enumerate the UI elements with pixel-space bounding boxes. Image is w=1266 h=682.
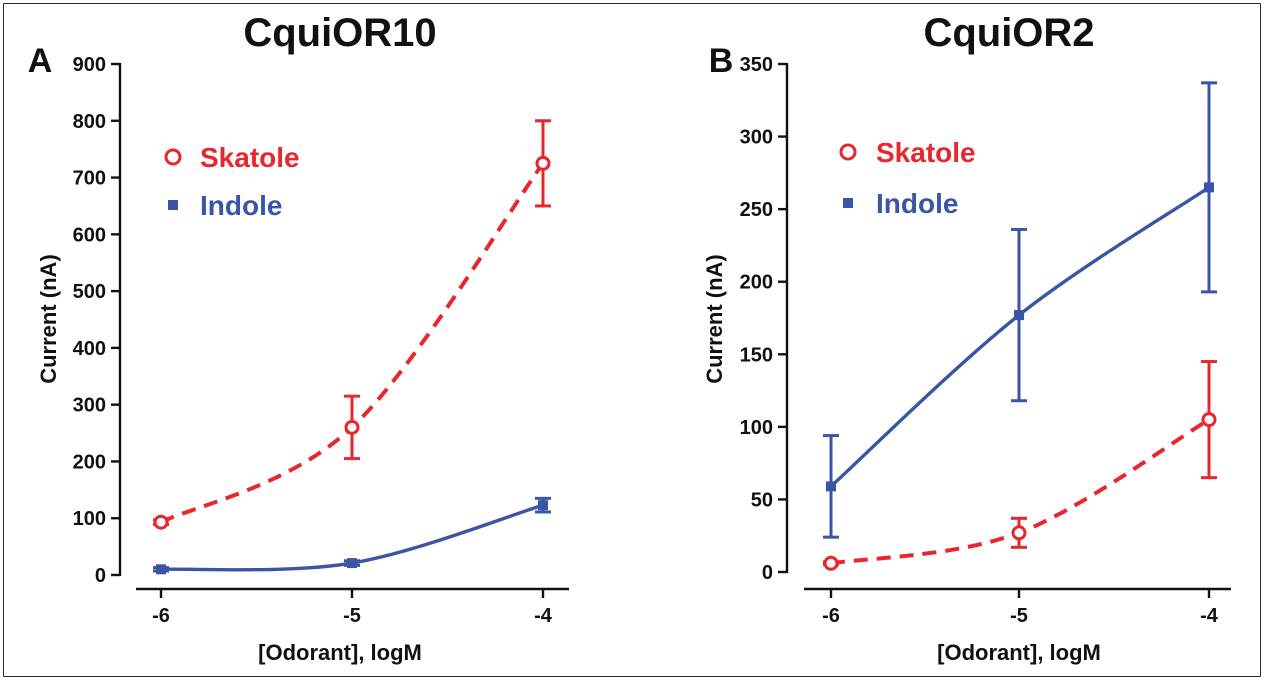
y-tick-label: 0 <box>95 565 106 587</box>
data-point <box>344 419 360 435</box>
chart-title: CquiOR2 <box>923 11 1094 55</box>
x-tick-label: -6 <box>152 605 170 627</box>
data-point <box>156 564 166 575</box>
y-tick-label: 400 <box>73 338 106 360</box>
legend-label: Indole <box>200 190 282 221</box>
legend-marker <box>839 143 857 161</box>
legend-label: Skatole <box>200 142 300 173</box>
data-point <box>1201 412 1217 428</box>
series-line <box>160 162 545 524</box>
y-tick-label: 300 <box>73 395 106 417</box>
y-tick-label: 100 <box>73 508 106 530</box>
data-point <box>153 514 169 530</box>
x-tick-label: -4 <box>1200 605 1219 627</box>
x-tick-label: -5 <box>1010 605 1028 627</box>
y-tick-label: 0 <box>762 562 773 584</box>
data-point <box>535 155 551 171</box>
series-skatole: Skatole <box>823 137 1217 571</box>
legend-label: Indole <box>876 188 958 219</box>
y-tick-label: 200 <box>73 451 106 473</box>
legend-marker <box>164 148 182 166</box>
data-point <box>826 481 836 492</box>
x-axis-title: [Odorant], logM <box>258 640 422 665</box>
y-tick-label: 250 <box>740 199 773 221</box>
data-point <box>823 555 839 571</box>
series-skatole: Skatole <box>153 119 551 530</box>
y-tick-label: 100 <box>740 417 773 439</box>
panel-letter: B <box>709 42 734 80</box>
y-axis-title: Current (nA) <box>36 254 61 384</box>
data-point <box>1011 525 1027 541</box>
panel-b: B CquiOR2 0 50 100 150 200 250 300 350 -6 -5 -4 Curre… <box>702 11 1231 665</box>
y-tick-label: 700 <box>73 168 106 190</box>
x-axis-title: [Odorant], logM <box>937 640 1101 665</box>
x-tick-label: -6 <box>822 605 840 627</box>
legend-label: Skatole <box>876 137 976 168</box>
chart-canvas: ACquiOR100100200300400500600700800900-6-… <box>28 11 1231 665</box>
data-point <box>1014 310 1024 321</box>
y-tick-label: 800 <box>73 111 106 133</box>
y-tick-label: 500 <box>73 281 106 303</box>
y-tick-label: 900 <box>73 54 106 76</box>
panel-a: A CquiOR10 0 100 200 300 400 500 600 700 800 900 -6 -… <box>28 11 569 665</box>
x-tick-label: -5 <box>343 605 361 627</box>
y-axis-title: Current (nA) <box>702 254 727 384</box>
data-point <box>347 558 357 569</box>
legend-marker <box>843 198 853 208</box>
figure: A CquiOR10 0 100 200 300 400 500 600 700 800 900 -6-… <box>3 3 1261 677</box>
y-tick-label: 50 <box>751 489 773 511</box>
x-tick-label: -4 <box>534 605 553 627</box>
y-tick-label: 600 <box>73 224 106 246</box>
legend-marker <box>168 200 178 210</box>
series-indole: Indole <box>153 190 551 575</box>
data-point <box>1204 182 1214 193</box>
y-tick-label: 350 <box>740 54 773 76</box>
series-indole: Indole <box>823 81 1217 539</box>
y-tick-label: 150 <box>740 344 773 366</box>
data-point <box>538 500 548 511</box>
panel-letter: A <box>28 42 53 80</box>
chart-title: CquiOR10 <box>243 11 436 55</box>
y-tick-label: 200 <box>740 272 773 294</box>
y-tick-label: 300 <box>740 127 773 149</box>
